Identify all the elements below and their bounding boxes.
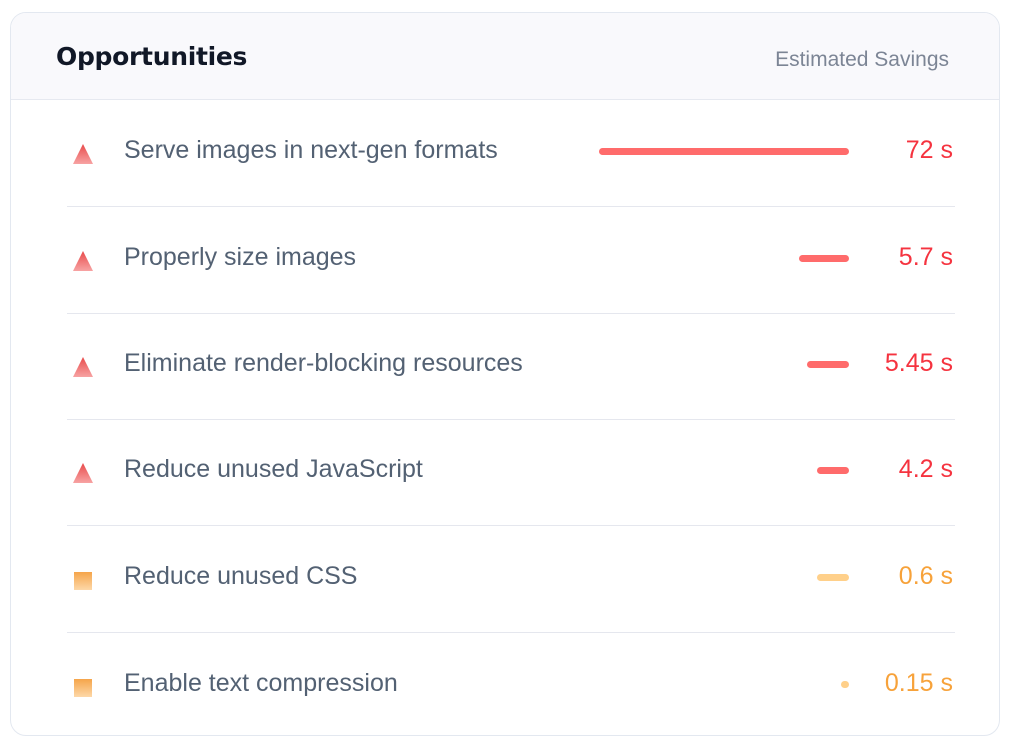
savings-value: 72 s xyxy=(905,136,953,164)
opportunity-label: Reduce unused CSS xyxy=(124,562,358,590)
average-square-icon xyxy=(72,676,94,698)
card-title: Opportunities xyxy=(56,42,248,71)
opportunity-label: Serve images in next-gen formats xyxy=(124,136,498,164)
opportunity-label: Enable text compression xyxy=(124,669,398,697)
savings-value: 4.2 s xyxy=(898,455,953,483)
savings-value: 0.6 s xyxy=(898,562,953,590)
savings-bar xyxy=(799,255,849,262)
savings-bar xyxy=(599,148,849,155)
savings-bar xyxy=(816,574,849,581)
savings-bar xyxy=(806,361,849,368)
estimated-savings-label: Estimated Savings xyxy=(775,48,949,71)
savings-bar xyxy=(816,467,849,474)
opportunity-row[interactable]: Eliminate render-blocking resources 5.45 … xyxy=(67,313,955,420)
opportunity-row[interactable]: Serve images in next-gen formats 72 s xyxy=(67,100,955,207)
opportunities-card: Opportunities Estimated Savings Serve im… xyxy=(10,12,1000,736)
average-square-icon xyxy=(72,569,94,591)
warning-triangle-icon xyxy=(72,143,94,165)
opportunity-row[interactable]: Reduce unused CSS 0.6 s xyxy=(67,526,955,633)
warning-triangle-icon xyxy=(72,250,94,272)
opportunity-label: Eliminate render-blocking resources xyxy=(124,349,523,377)
warning-triangle-icon xyxy=(72,462,94,484)
savings-value: 0.15 s xyxy=(884,669,953,697)
card-header: Opportunities Estimated Savings xyxy=(11,13,999,100)
savings-value: 5.45 s xyxy=(884,349,953,377)
opportunity-row[interactable]: Enable text compression 0.15 s xyxy=(67,633,955,735)
opportunity-row[interactable]: Reduce unused JavaScript 4.2 s xyxy=(67,419,955,526)
opportunity-label: Reduce unused JavaScript xyxy=(124,455,423,483)
warning-triangle-icon xyxy=(72,356,94,378)
opportunity-label: Properly size images xyxy=(124,243,357,271)
opportunity-row[interactable]: Properly size images 5.7 s xyxy=(67,207,955,314)
savings-bar xyxy=(841,681,849,688)
savings-value: 5.7 s xyxy=(898,243,953,271)
